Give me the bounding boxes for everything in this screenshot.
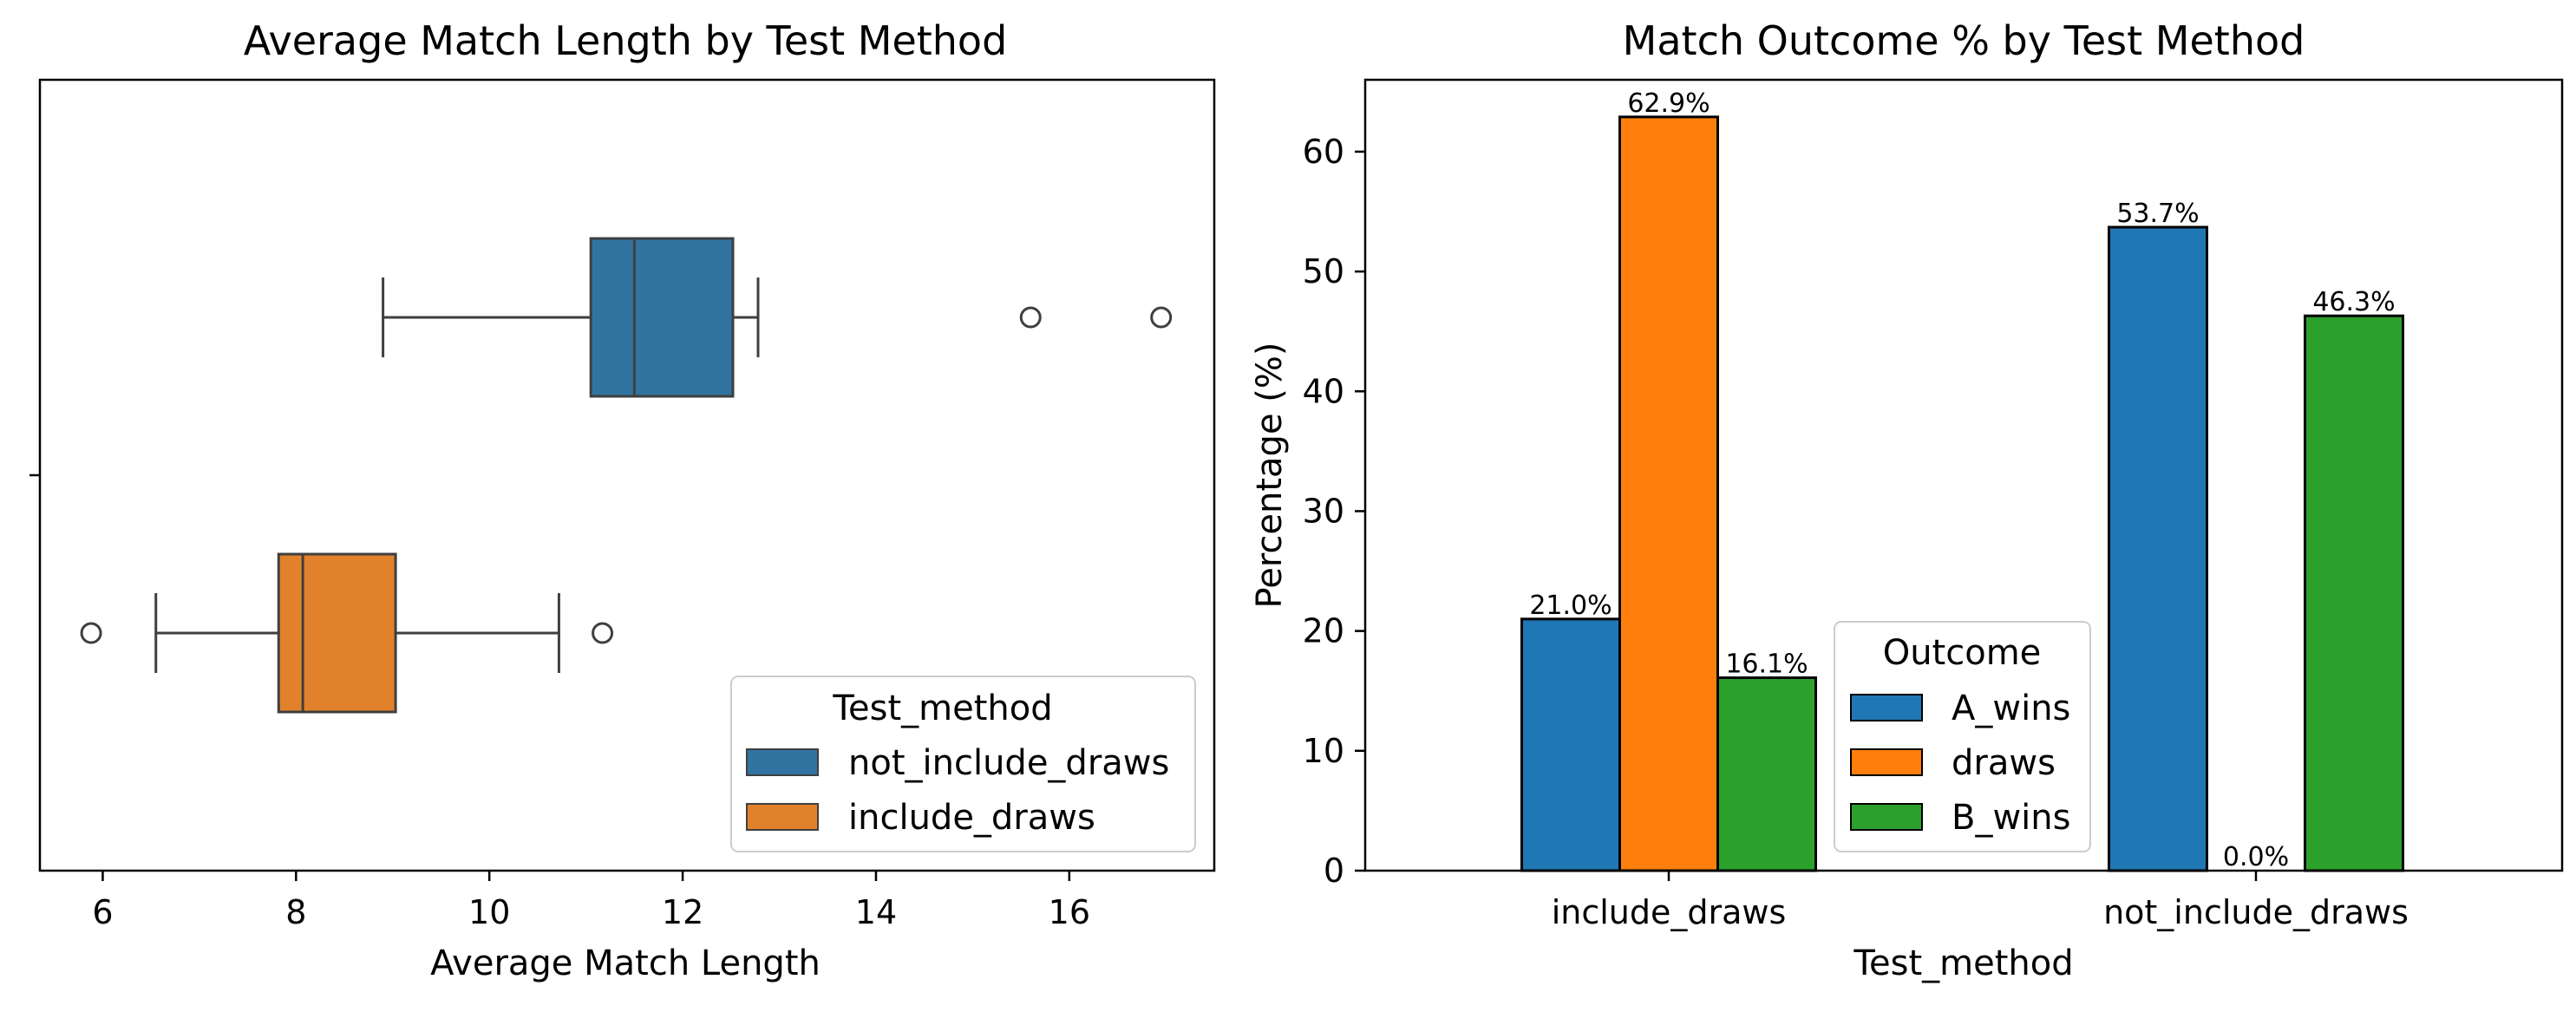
box-legend-swatch-not-include-draws: [746, 748, 819, 776]
box-include-draws: [80, 552, 614, 714]
box-x-axis-label: Average Match Length: [430, 943, 821, 983]
box-not-include-draws: [382, 237, 1173, 398]
bar-legend-label-a-wins: A_wins: [1952, 689, 2070, 728]
bar-legend-swatch-draws: [1850, 748, 1923, 776]
bar-draws-include-draws: [1618, 115, 1719, 872]
box-outlier: [1150, 306, 1173, 329]
bar-data-label: 21.0%: [1529, 591, 1612, 621]
box-x-tick-label: 14: [855, 893, 897, 931]
bar-series: 21.0% 53.7% 62.9% 0.0% 16.1% 46.3%: [1520, 88, 2404, 872]
box-legend-title: Test_method: [832, 689, 1052, 728]
box-chart-title: Average Match Length by Test Method: [244, 17, 1008, 64]
bar-legend-label-b-wins: B_wins: [1952, 798, 2070, 838]
bar-legend-frame: [1834, 621, 2091, 852]
box-x-tick-label: 10: [468, 893, 510, 931]
bar-y-ticks: 0 10 20 30 40 50 60: [1303, 133, 1365, 890]
box-legend-label-include-draws: include_draws: [848, 798, 1095, 838]
bar-data-label: 16.1%: [1725, 650, 1808, 680]
box-series: [80, 237, 1173, 714]
bar-x-axis-label: Test_method: [1853, 943, 2073, 983]
bar-x-tick-label: include_draws: [1552, 893, 1787, 931]
box-x-tick-label: 12: [662, 893, 703, 931]
bar-data-label: 62.9%: [1627, 88, 1710, 119]
box-outlier: [80, 622, 102, 644]
box-outlier: [592, 622, 614, 644]
box-x-tick-label: 8: [285, 893, 306, 931]
box-iqr: [277, 552, 397, 714]
box-x-tick-label: 6: [92, 893, 113, 931]
bar-legend-label-draws: draws: [1952, 743, 2056, 783]
bar-chart: Match Outcome % by Test Method 0 10 20 30 40…: [1250, 17, 2564, 983]
bar-data-label: 46.3%: [2312, 287, 2395, 317]
box-chart: Average Match Length by Test Method 6 8 10…: [29, 17, 1216, 983]
bar-y-tick-label: 10: [1303, 732, 1344, 770]
bar-x-ticks: include_draws not_include_draws: [1552, 871, 2409, 931]
bar-chart-title: Match Outcome % by Test Method: [1623, 17, 2305, 64]
bar-legend-swatch-a-wins: [1850, 694, 1923, 721]
bar-y-tick-label: 50: [1303, 252, 1344, 291]
bar-a-wins-include-draws: [1520, 617, 1621, 872]
box-legend: Test_method not_include_draws include_dr…: [730, 676, 1196, 852]
bar-y-tick-label: 20: [1303, 612, 1344, 650]
bar-y-tick-label: 40: [1303, 372, 1344, 410]
bar-b-wins-include-draws: [1716, 676, 1817, 872]
bar-y-tick-label: 0: [1324, 852, 1344, 890]
bar-x-tick-label: not_include_draws: [2103, 893, 2409, 931]
bar-y-tick-label: 60: [1303, 133, 1344, 171]
bar-y-tick-label: 30: [1303, 492, 1344, 530]
box-legend-frame: [730, 676, 1196, 852]
box-x-tick-label: 16: [1049, 893, 1090, 931]
box-legend-label-not-include-draws: not_include_draws: [848, 743, 1169, 783]
bar-y-axis-label: Percentage (%): [1250, 343, 1290, 609]
bar-data-label: 0.0%: [2223, 842, 2289, 872]
box-outlier: [1019, 306, 1042, 329]
bar-data-label: 53.7%: [2116, 199, 2199, 229]
bar-legend-swatch-b-wins: [1850, 803, 1923, 831]
box-x-ticks: 6 8 10 12 14 16: [92, 871, 1090, 931]
box-legend-swatch-include-draws: [746, 803, 819, 831]
bar-a-wins-not-include-draws: [2108, 225, 2208, 872]
box-iqr: [589, 237, 735, 398]
bar-legend-title: Outcome: [1883, 633, 2042, 673]
bar-plot-area: [1363, 78, 2564, 872]
bar-b-wins-not-include-draws: [2304, 314, 2404, 872]
